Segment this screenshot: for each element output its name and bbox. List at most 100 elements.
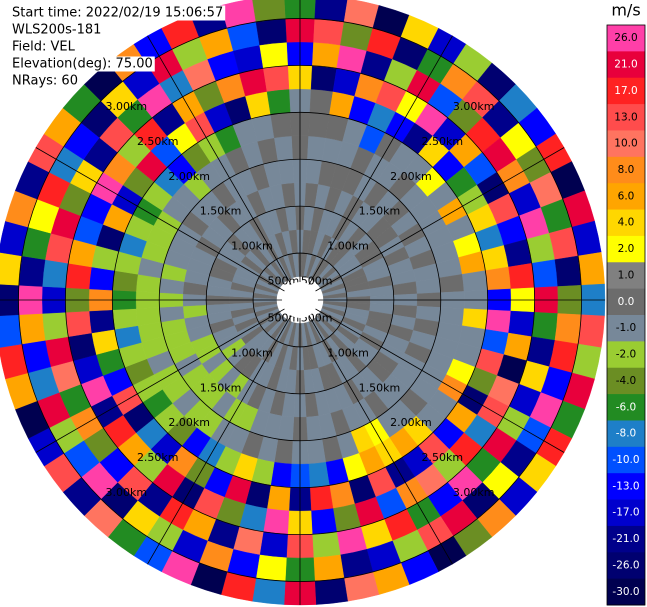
range-ring-label: 2.00km	[168, 416, 210, 429]
range-ring-label: 3.00km	[453, 486, 495, 499]
colorbar-segment	[607, 420, 645, 448]
velocity-cell	[554, 313, 582, 345]
colorbar-label: 0.0	[618, 296, 635, 308]
velocity-cell	[88, 309, 115, 334]
velocity-cell	[0, 314, 23, 348]
header-line: Field: VEL	[12, 40, 76, 55]
header-line: WLS200s-181	[12, 23, 101, 38]
header-bg	[10, 56, 155, 72]
center-blank	[282, 282, 318, 318]
colorbar-label: 21.0	[614, 59, 637, 71]
range-ring-label: 1.00km	[327, 240, 369, 253]
header-line: Start time: 2022/02/19 15:06:57	[12, 6, 223, 21]
velocity-cell	[312, 531, 341, 558]
colorbar: m/s 26.0 21.0 17.0 13.0 10.0 8.0 6.0 4.0 2.0 1.0 0.…	[606, 1, 646, 606]
range-ring-label: 2.50km	[137, 135, 179, 148]
colorbar-label: -10.0	[612, 454, 639, 466]
range-ring-label: 2.50km	[421, 451, 463, 464]
velocity-cell	[263, 65, 290, 92]
range-ring-label: 1.00km	[231, 240, 273, 253]
colorbar-label: -13.0	[612, 480, 639, 492]
colorbar-label: 4.0	[618, 217, 635, 229]
colorbar-segment	[607, 394, 645, 421]
colorbar-label: 17.0	[614, 85, 637, 97]
header: Start time: 2022/02/19 15:06:57 WLS200s-1…	[10, 5, 226, 89]
range-ring-label: 3.00km	[453, 100, 495, 113]
velocity-cell	[508, 310, 535, 337]
header-bg	[10, 22, 104, 38]
velocity-cell	[508, 263, 535, 290]
velocity-cell	[0, 252, 23, 286]
velocity-cell	[461, 270, 488, 292]
range-ring-label: 2.50km	[421, 135, 463, 148]
velocity-cell	[310, 65, 337, 92]
velocity-cell	[577, 314, 605, 348]
colorbar-segment	[607, 209, 645, 237]
range-ring-label: 1.50km	[359, 205, 401, 218]
velocity-cell	[485, 266, 512, 291]
velocity-cell	[252, 0, 286, 23]
range-ring	[205, 205, 395, 395]
spoke	[299, 299, 453, 565]
range-ring	[158, 158, 442, 442]
colorbar-label: 2.0	[618, 243, 635, 255]
colorbar-segment	[607, 552, 645, 580]
velocity-cell	[255, 18, 287, 46]
range-ring-label: 1.00km	[327, 346, 369, 359]
colorbar-segment	[607, 25, 645, 52]
colorbar-segment	[607, 235, 645, 263]
velocity-cell	[255, 554, 287, 582]
colorbar-segment	[607, 77, 645, 105]
colorbar-segment	[607, 51, 645, 79]
colorbar-label: 10.0	[614, 138, 637, 150]
velocity-cell	[309, 485, 334, 512]
velocity-cell	[65, 310, 92, 337]
velocity-cell	[308, 461, 330, 488]
velocity-cell	[259, 531, 288, 558]
colorbar-segment	[607, 104, 645, 131]
colorbar-segment	[607, 473, 645, 501]
velocity-cell	[252, 577, 286, 605]
colorbar-segment	[607, 367, 645, 395]
colorbar-segment	[607, 525, 645, 553]
colorbar-label: -6.0	[616, 401, 637, 413]
colorbar-segment	[607, 315, 645, 342]
velocity-cell	[310, 508, 337, 535]
range-ring-label: 3.00km	[106, 486, 148, 499]
velocity-cell	[263, 508, 290, 535]
spoke	[35, 147, 301, 301]
colorbar-label: 13.0	[614, 111, 637, 123]
ppi-cells	[0, 0, 606, 606]
range-ring-label: 2.50km	[137, 451, 179, 464]
velocity-cell	[112, 308, 139, 330]
colorbar-label: 26.0	[614, 32, 637, 44]
range-ring	[252, 252, 348, 348]
velocity-cell	[65, 263, 92, 290]
colorbar-label: 6.0	[618, 190, 635, 202]
velocity-cell	[42, 259, 69, 288]
velocity-cell	[266, 485, 291, 512]
colorbar-segment	[607, 578, 645, 606]
colorbar-label: -30.0	[612, 586, 639, 598]
spoke	[299, 299, 565, 453]
range-ring-label: 500m	[267, 274, 299, 287]
spoke	[147, 35, 301, 301]
header-bg	[10, 73, 80, 89]
colorbar-label: -26.0	[612, 559, 639, 571]
velocity-cell	[313, 554, 345, 582]
velocity-cell	[312, 42, 341, 69]
velocity-cell	[314, 0, 348, 23]
colorbar-segment	[607, 130, 645, 158]
spoke	[299, 147, 565, 301]
velocity-cell	[531, 259, 558, 288]
velocity-cell	[485, 309, 512, 334]
range-ring	[18, 18, 582, 582]
header-bg	[10, 39, 78, 55]
velocity-cell	[18, 313, 46, 345]
velocity-cell	[266, 88, 291, 115]
velocity-cell	[554, 255, 582, 287]
range-ring-label: 1.50km	[359, 381, 401, 394]
range-ring-label: 1.50km	[200, 205, 242, 218]
velocity-cell	[309, 88, 334, 115]
